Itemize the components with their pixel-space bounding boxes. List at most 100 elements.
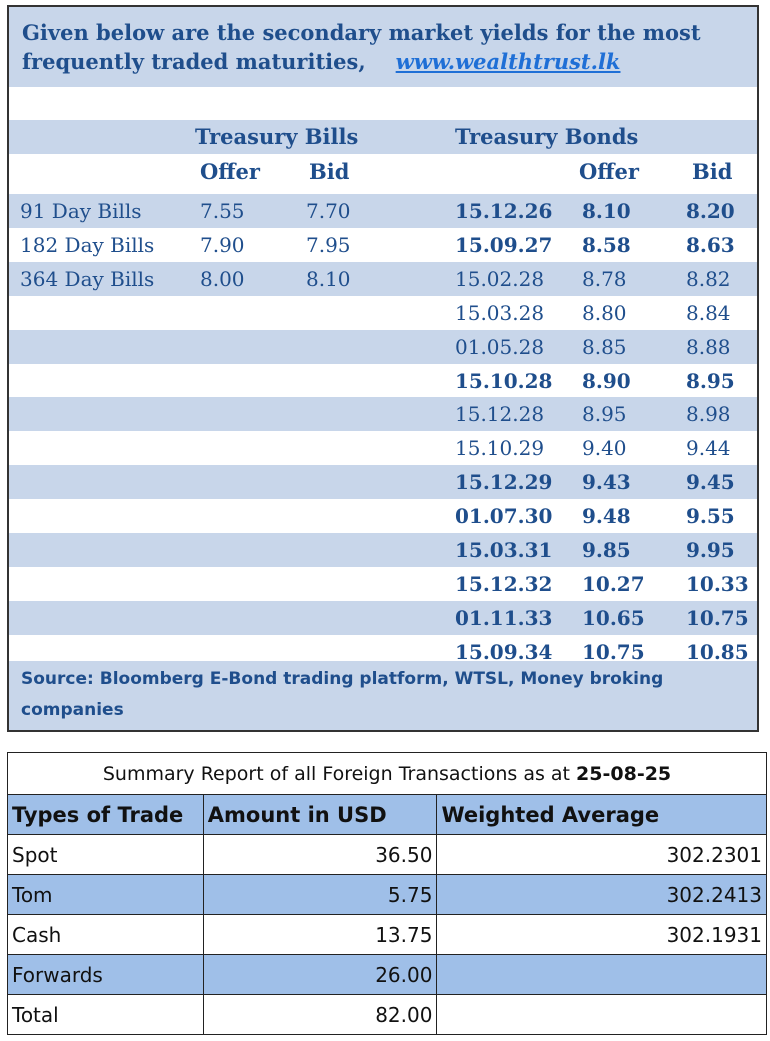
bond-offer: 9.43 [582, 470, 631, 495]
bond-bid: 9.55 [686, 504, 735, 529]
bond-maturity: 15.12.29 [455, 470, 553, 495]
yields-header: Given below are the secondary market yie… [9, 7, 757, 87]
trade-weighted-average [436, 994, 767, 1035]
column-header-row: Offer Bid Offer Bid [9, 155, 757, 189]
summary-title: Summary Report of all Foreign Transactio… [7, 752, 767, 795]
bond-offer: 8.85 [582, 334, 627, 359]
bill-bid: 7.70 [306, 199, 351, 223]
summary-row: Spot 36.50 302.2301 [7, 834, 767, 875]
bond-maturity: 15.09.27 [455, 232, 553, 257]
trade-amount: 13.75 [202, 914, 438, 955]
bond-bid: 8.88 [686, 334, 731, 359]
trade-weighted-average [436, 954, 767, 995]
bond-maturity: 01.11.33 [455, 605, 553, 630]
treasury-bonds-title: Treasury Bonds [455, 124, 639, 149]
bill-offer: 7.55 [200, 199, 245, 223]
yield-row: 15.12.29 9.43 9.45 [9, 465, 757, 500]
bonds-offer-header: Offer [579, 159, 639, 184]
bill-offer: 7.90 [200, 232, 245, 257]
bill-name: 182 Day Bills [20, 232, 155, 257]
bill-bid: 7.95 [306, 232, 351, 257]
bond-bid: 10.85 [686, 639, 749, 664]
trade-amount: 5.75 [202, 874, 438, 915]
wealthtrust-link[interactable]: www.wealthtrust.lk [395, 49, 621, 74]
trade-amount: 82.00 [202, 994, 438, 1035]
yield-row: 15.10.29 9.40 9.44 [9, 431, 757, 465]
bond-maturity: 15.12.26 [455, 199, 553, 223]
trade-weighted-average: 302.2301 [436, 834, 767, 875]
yield-row: 91 Day Bills 7.55 7.70 15.12.26 8.10 8.20 [9, 194, 757, 228]
bond-maturity: 15.09.34 [455, 639, 553, 664]
bond-bid: 9.45 [686, 470, 735, 495]
header-weighted-average: Weighted Average [436, 794, 767, 835]
bill-offer: 8.00 [200, 266, 245, 291]
yields-header-text: Given below are the secondary market yie… [22, 20, 701, 74]
yield-row: 01.05.28 8.85 8.88 [9, 329, 757, 364]
summary-body: Spot 36.50 302.2301 Tom 5.75 302.2413 Cash 13.7… [7, 834, 767, 1035]
bond-offer: 9.40 [582, 436, 627, 461]
bond-maturity: 01.05.28 [455, 334, 545, 359]
trade-type: Total [7, 994, 204, 1035]
yields-panel: Given below are the secondary market yie… [7, 5, 759, 732]
bond-bid: 8.98 [686, 402, 731, 427]
bond-bid: 8.84 [686, 300, 731, 325]
yield-row: 364 Day Bills 8.00 8.10 15.02.28 8.78 8.82 [9, 261, 757, 296]
bond-offer: 8.95 [582, 402, 627, 427]
bond-maturity: 15.03.28 [455, 300, 545, 325]
bond-bid: 9.95 [686, 538, 735, 562]
bond-offer: 8.78 [582, 266, 627, 291]
treasury-bills-title: Treasury Bills [195, 124, 359, 149]
yield-row: 182 Day Bills 7.90 7.95 15.09.27 8.58 8.63 [9, 228, 757, 262]
yield-row: 15.09.34 10.75 10.85 [9, 635, 757, 669]
trade-type: Forwards [7, 954, 204, 995]
header-amount: Amount in USD [202, 794, 438, 835]
summary-row: Tom 5.75 302.2413 [7, 874, 767, 915]
header-trade-type: Types of Trade [7, 794, 204, 835]
bond-maturity: 15.12.32 [455, 571, 553, 596]
bill-name: 91 Day Bills [20, 199, 142, 223]
section-title-row: Treasury Bills Treasury Bonds [9, 120, 757, 154]
yield-row: 01.07.30 9.48 9.55 [9, 499, 757, 533]
trade-weighted-average: 302.2413 [436, 874, 767, 915]
bond-offer: 8.58 [582, 232, 631, 257]
bond-maturity: 15.12.28 [455, 402, 545, 427]
bill-bid: 8.10 [306, 266, 351, 291]
yield-row: 15.03.28 8.80 8.84 [9, 296, 757, 330]
bond-bid: 10.75 [686, 605, 749, 630]
summary-row: Total 82.00 [7, 994, 767, 1035]
bond-bid: 8.20 [686, 199, 735, 223]
bond-offer: 10.27 [582, 571, 645, 596]
bills-offer-header: Offer [200, 159, 260, 184]
summary-date: 25-08-25 [576, 762, 672, 785]
bond-bid: 8.82 [686, 266, 731, 291]
bond-maturity: 15.10.29 [455, 436, 545, 461]
yield-row: 15.03.31 9.85 9.95 [9, 533, 757, 567]
bond-offer: 9.85 [582, 538, 631, 562]
trade-amount: 26.00 [202, 954, 438, 995]
bond-maturity: 01.07.30 [455, 504, 553, 529]
bills-bid-header: Bid [309, 159, 350, 184]
summary-row: Cash 13.75 302.1931 [7, 914, 767, 955]
trade-type: Spot [7, 834, 204, 875]
summary-row: Forwards 26.00 [7, 954, 767, 995]
yield-row: 01.11.33 10.65 10.75 [9, 600, 757, 635]
trade-type: Cash [7, 914, 204, 955]
bond-bid: 10.33 [686, 571, 749, 596]
summary-title-text: Summary Report of all Foreign Transactio… [102, 762, 577, 785]
trade-weighted-average: 302.1931 [436, 914, 767, 955]
bond-offer: 8.90 [582, 368, 631, 393]
bond-maturity: 15.10.28 [455, 368, 553, 393]
bond-bid: 8.95 [686, 368, 735, 393]
bill-name: 364 Day Bills [20, 266, 155, 291]
bond-maturity: 15.02.28 [455, 266, 545, 291]
bond-maturity: 15.03.31 [455, 538, 553, 562]
yield-row: 15.12.32 10.27 10.33 [9, 567, 757, 601]
bond-bid: 8.63 [686, 232, 735, 257]
bond-offer: 8.80 [582, 300, 627, 325]
yield-row: 15.10.28 8.90 8.95 [9, 364, 757, 398]
bond-offer: 10.75 [582, 639, 645, 664]
fx-summary-table: Summary Report of all Foreign Transactio… [7, 752, 767, 1035]
bond-offer: 9.48 [582, 504, 631, 529]
trade-amount: 36.50 [202, 834, 438, 875]
yield-row: 15.12.28 8.95 8.98 [9, 397, 757, 432]
